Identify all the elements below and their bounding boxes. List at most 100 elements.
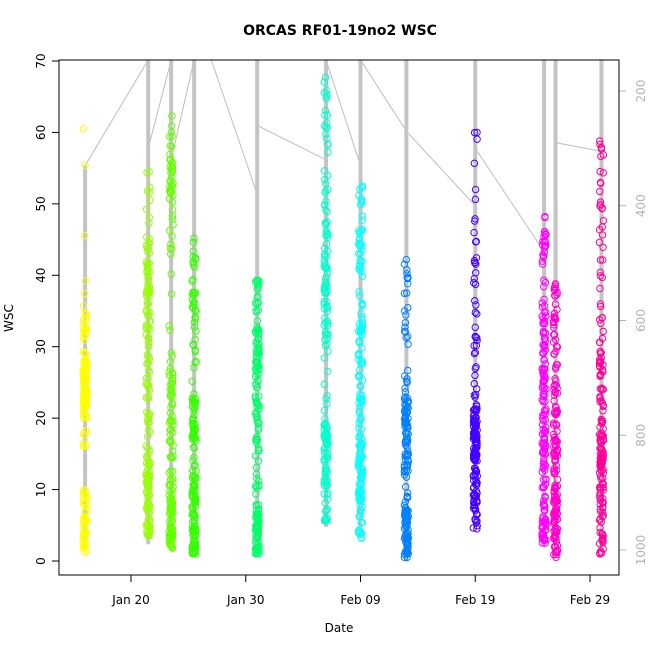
data-point [320,456,329,464]
data-point [357,309,365,317]
data-point [598,273,606,282]
data-point [598,384,606,392]
data-point [354,461,363,469]
data-point [167,541,175,550]
data-point [598,513,607,521]
data-point [166,508,175,516]
data-point [81,427,90,435]
data-point [255,340,263,348]
data-point [403,493,412,502]
transit-line [257,124,327,161]
data-point [188,431,197,439]
data-point [597,415,605,424]
data-point [168,159,176,167]
data-point [190,323,199,331]
data-point [358,391,366,399]
data-point [540,372,548,380]
data-point [168,528,176,536]
data-point [541,466,549,474]
data-point [471,515,479,523]
data-point [322,429,331,437]
data-point [166,142,174,150]
data-point [596,397,604,406]
data-point [168,498,176,506]
data-point [189,275,197,284]
data-point [320,354,329,362]
data-point [254,529,263,538]
data-point [358,376,367,384]
data-point [168,112,176,120]
data-point [323,392,331,400]
data-point [323,217,331,226]
data-point [321,189,329,197]
data-point [472,413,480,422]
data-point [252,463,261,472]
data-point [541,462,550,470]
data-point [553,343,562,351]
data-point [145,219,153,227]
data-point [473,135,481,143]
data-point [143,187,152,195]
data-point [143,489,151,498]
chart-title: ORCAS RF01-19no2 WSC [243,23,437,39]
data-point [79,380,87,389]
data-point [81,533,89,541]
data-point [402,311,410,319]
data-point [191,335,199,344]
data-point [539,496,548,505]
data-point [471,297,479,305]
data-point [552,450,560,459]
data-point [550,318,558,327]
data-point [252,452,260,460]
data-point [551,542,560,551]
data-point [145,472,154,480]
transit-line [147,59,172,149]
data-point [253,513,261,521]
data-point [320,448,329,457]
data-point [192,255,200,263]
data-point [190,531,198,539]
data-point [357,267,365,276]
data-point [541,278,550,287]
data-point [254,376,262,385]
data-point [402,333,410,342]
data-point [322,206,330,214]
data-point [321,275,330,283]
data-point [252,432,261,441]
data-point [251,482,260,490]
data-point [79,302,88,310]
data-point [253,285,262,294]
data-point [320,78,329,86]
data-point [471,185,480,194]
data-point [538,260,547,268]
data-point [323,111,331,120]
data-point [320,421,328,429]
data-point [540,295,548,304]
data-point [402,532,411,541]
data-point [83,547,91,555]
data-point [471,195,480,204]
data-point [539,531,548,539]
data-point [552,420,560,429]
data-point [473,336,481,345]
data-point [145,282,154,291]
data-point [596,284,604,293]
data-point [471,280,480,289]
data-point [191,548,199,556]
data-point [144,523,153,531]
data-point [470,228,478,237]
data-point [190,234,198,242]
data-point [599,243,607,251]
data-point [323,449,332,458]
data-point [470,128,479,137]
transit-line [84,59,149,166]
data-point [551,498,559,507]
y-tick-label: 50 [34,196,48,211]
data-point [188,518,197,526]
y-tick-label: 30 [34,339,48,354]
data-point [166,524,175,532]
data-point [321,516,329,525]
data-point [146,196,154,205]
data-point [146,516,154,524]
data-point [189,488,198,497]
